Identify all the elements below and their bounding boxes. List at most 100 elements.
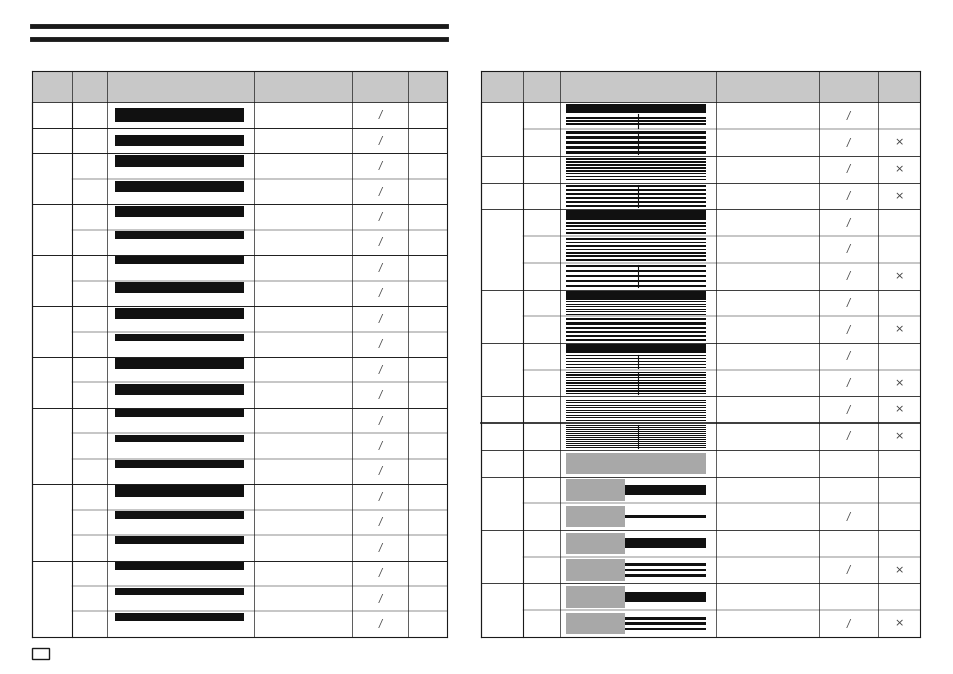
Bar — [565, 151, 705, 154]
Bar — [565, 445, 705, 446]
Bar — [114, 537, 244, 544]
Bar — [565, 311, 705, 313]
Bar — [624, 485, 705, 495]
Bar — [565, 306, 705, 307]
Bar — [565, 437, 705, 438]
Bar — [565, 367, 705, 369]
Bar — [565, 170, 705, 171]
Text: /: / — [378, 568, 381, 578]
Text: /: / — [378, 263, 381, 273]
Bar — [565, 393, 705, 394]
Text: /: / — [846, 405, 849, 415]
Bar — [114, 588, 244, 595]
Bar — [565, 275, 705, 278]
Bar — [565, 375, 705, 376]
Bar — [565, 232, 705, 234]
Bar — [565, 161, 705, 162]
Bar — [565, 309, 705, 310]
Bar — [114, 409, 244, 417]
Bar — [565, 410, 705, 411]
Text: /: / — [846, 565, 849, 575]
Bar — [114, 181, 244, 192]
Text: ×: × — [893, 191, 902, 201]
Bar — [565, 331, 705, 333]
Bar — [624, 516, 705, 518]
Bar — [565, 427, 705, 428]
Text: /: / — [846, 111, 849, 121]
Bar — [565, 417, 705, 418]
Bar — [565, 313, 705, 315]
Bar — [565, 197, 705, 199]
Bar — [565, 439, 705, 440]
Bar — [565, 164, 705, 166]
Text: /: / — [846, 619, 849, 629]
Bar — [565, 613, 624, 634]
Bar — [565, 255, 705, 257]
Bar — [565, 259, 705, 261]
Bar — [114, 256, 244, 264]
Bar — [565, 167, 705, 168]
Bar — [565, 335, 705, 337]
Text: /: / — [846, 325, 849, 334]
Text: /: / — [378, 492, 381, 502]
Bar — [114, 511, 244, 518]
Bar — [114, 485, 244, 497]
Bar — [565, 290, 705, 300]
Bar — [565, 400, 705, 401]
Bar — [114, 562, 244, 570]
Bar — [565, 372, 705, 373]
Bar — [565, 120, 705, 122]
Bar — [565, 429, 705, 430]
Bar — [114, 435, 244, 442]
Bar — [565, 285, 705, 287]
Bar — [114, 359, 244, 369]
Text: ×: × — [893, 619, 902, 629]
Bar — [32, 648, 49, 659]
Text: ×: × — [893, 378, 902, 388]
Bar — [565, 431, 705, 432]
Bar — [624, 622, 705, 625]
Bar — [565, 559, 624, 581]
Bar — [565, 226, 705, 227]
Bar — [565, 339, 705, 341]
Text: /: / — [378, 594, 381, 604]
Bar — [565, 385, 705, 386]
Bar — [565, 173, 705, 175]
Text: /: / — [378, 390, 381, 400]
Bar — [565, 249, 705, 250]
Bar — [565, 146, 705, 149]
Bar — [565, 398, 705, 400]
Text: ×: × — [893, 431, 902, 441]
Text: /: / — [378, 187, 381, 197]
Bar — [565, 228, 705, 231]
Text: ×: × — [893, 565, 902, 575]
Bar — [565, 355, 705, 357]
Text: /: / — [846, 218, 849, 228]
Text: /: / — [378, 288, 381, 299]
Bar — [565, 136, 705, 139]
Bar — [565, 201, 705, 203]
Text: ×: × — [893, 164, 902, 175]
Text: /: / — [378, 416, 381, 425]
Bar — [114, 135, 244, 146]
Text: /: / — [378, 466, 381, 477]
Bar — [114, 108, 244, 122]
Bar — [565, 304, 705, 305]
Bar — [565, 452, 705, 474]
Bar — [565, 270, 705, 272]
Bar — [624, 539, 705, 549]
Bar — [565, 414, 705, 415]
Bar — [480, 71, 919, 102]
Text: /: / — [378, 212, 381, 222]
Text: /: / — [378, 237, 381, 247]
Bar — [565, 425, 705, 426]
Bar — [114, 308, 244, 319]
Bar — [565, 441, 705, 442]
Text: /: / — [846, 512, 849, 522]
Bar — [565, 408, 705, 409]
Bar — [32, 71, 447, 102]
Bar — [114, 384, 244, 395]
Bar — [114, 231, 244, 239]
Bar — [565, 176, 705, 177]
Bar — [624, 627, 705, 630]
